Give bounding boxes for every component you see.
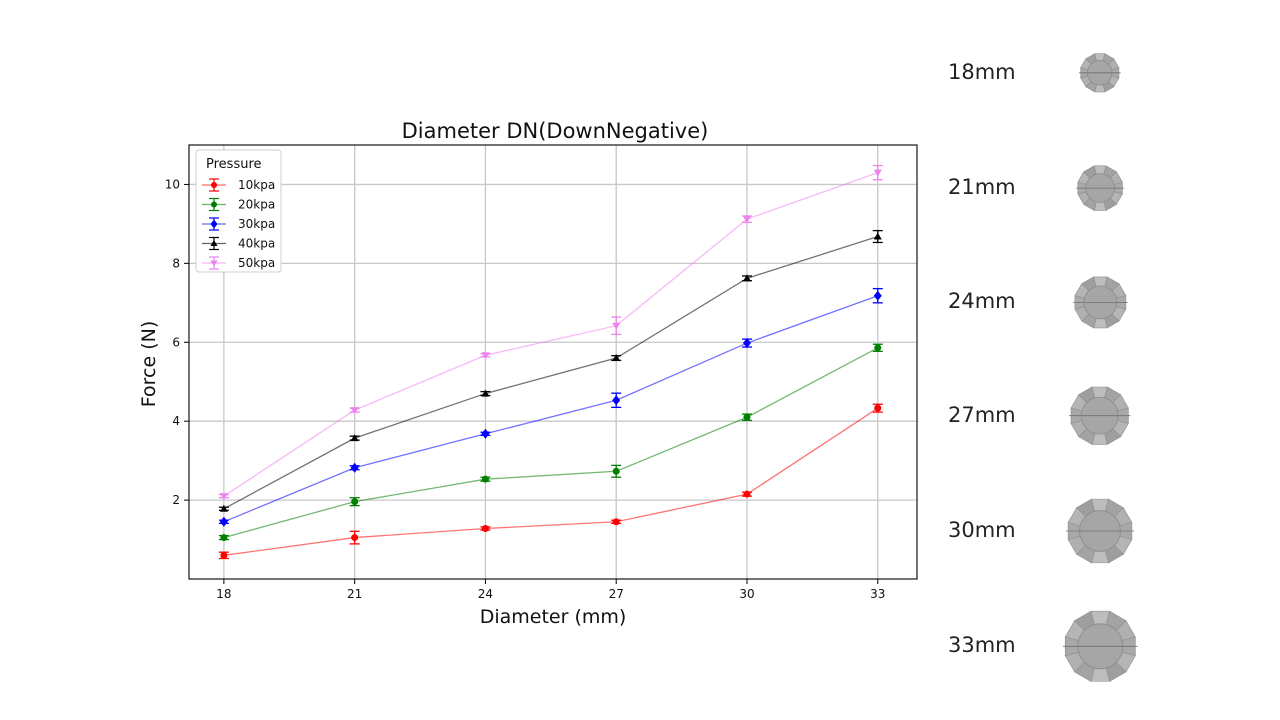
data-point	[742, 274, 751, 282]
plot-frame	[188, 144, 918, 580]
legend-title: Pressure	[206, 157, 262, 172]
size-label: 33mm	[948, 633, 1016, 657]
data-point	[350, 434, 359, 442]
data-point	[873, 290, 882, 301]
size-label: 18mm	[948, 60, 1016, 84]
chart-title: Diameter DN(DownNegative)	[402, 119, 709, 143]
legend-label: 50kpa	[238, 256, 275, 270]
series-line	[223, 407, 879, 556]
data-point	[742, 216, 751, 224]
data-point	[350, 462, 359, 473]
legend-swatch-marker	[210, 260, 218, 267]
data-point	[219, 493, 228, 501]
x-tick-label: 21	[347, 587, 362, 601]
legend-label: 40kpa	[238, 237, 275, 251]
x-axis-label: Diameter (mm)	[480, 606, 627, 628]
data-point	[612, 322, 621, 330]
legend-box	[195, 149, 282, 273]
force-vs-diameter-chart: Diameter DN(DownNegative) Diameter (mm) …	[138, 119, 918, 628]
data-point	[612, 354, 621, 362]
y-tick-label: 10	[165, 177, 180, 191]
x-tick-label: 24	[478, 587, 493, 601]
legend-label: 30kpa	[238, 217, 275, 231]
data-point	[481, 475, 489, 483]
x-tick-label: 30	[739, 587, 754, 601]
cross-section-icon	[1072, 276, 1128, 328]
data-point	[220, 551, 228, 559]
y-tick-label: 8	[172, 256, 180, 270]
x-tick-label: 33	[870, 587, 885, 601]
data-point	[873, 169, 882, 177]
data-point	[612, 467, 620, 475]
data-point	[481, 352, 490, 360]
legend-label: 20kpa	[238, 198, 275, 212]
x-tick-label: 18	[216, 587, 231, 601]
cross-section-icon	[1079, 53, 1121, 93]
data-point	[874, 344, 882, 352]
cross-section-icon	[1075, 165, 1125, 211]
size-label: 24mm	[948, 289, 1016, 313]
series-10kpa	[218, 403, 883, 560]
y-axis-label: Force (N)	[138, 321, 160, 407]
legend-swatch-marker	[210, 240, 218, 246]
data-point	[351, 534, 359, 542]
y-tick-label: 6	[172, 335, 180, 349]
series-line	[223, 235, 878, 510]
data-point	[219, 504, 228, 512]
series-line	[223, 347, 879, 539]
series-40kpa	[218, 229, 883, 512]
cross-section-icon	[1066, 498, 1134, 564]
size-label: 30mm	[948, 518, 1016, 542]
cross-section-icon	[1062, 610, 1138, 682]
y-tick-label: 2	[172, 493, 180, 507]
data-point	[874, 404, 882, 412]
data-point	[481, 524, 489, 532]
data-point	[612, 395, 621, 406]
data-point	[742, 338, 751, 349]
data-point	[351, 498, 359, 506]
legend-swatch-marker	[211, 201, 217, 208]
y-tick-label: 4	[172, 414, 180, 428]
series-30kpa	[218, 287, 883, 527]
data-point	[612, 518, 620, 526]
legend-swatch-marker	[210, 219, 218, 229]
data-point	[873, 232, 882, 240]
x-tick-label: 27	[609, 587, 624, 601]
legend: Pressure 10kpa 20kpa 30kpa 40kpa 50kpa	[195, 149, 282, 273]
data-point	[743, 490, 751, 498]
legend-label: 10kpa	[238, 178, 275, 192]
series-line	[223, 172, 878, 497]
series-50kpa	[218, 164, 883, 501]
series-line	[223, 295, 878, 523]
series-20kpa	[218, 343, 883, 542]
data-point	[481, 428, 490, 439]
data-point	[219, 516, 228, 527]
data-point	[743, 413, 751, 421]
data-point	[220, 534, 228, 542]
data-point	[481, 389, 490, 397]
data-point	[350, 407, 359, 415]
size-label: 27mm	[948, 403, 1016, 427]
cross-section-icon	[1069, 386, 1131, 446]
legend-swatch-marker	[211, 182, 217, 188]
size-label: 21mm	[948, 175, 1016, 199]
